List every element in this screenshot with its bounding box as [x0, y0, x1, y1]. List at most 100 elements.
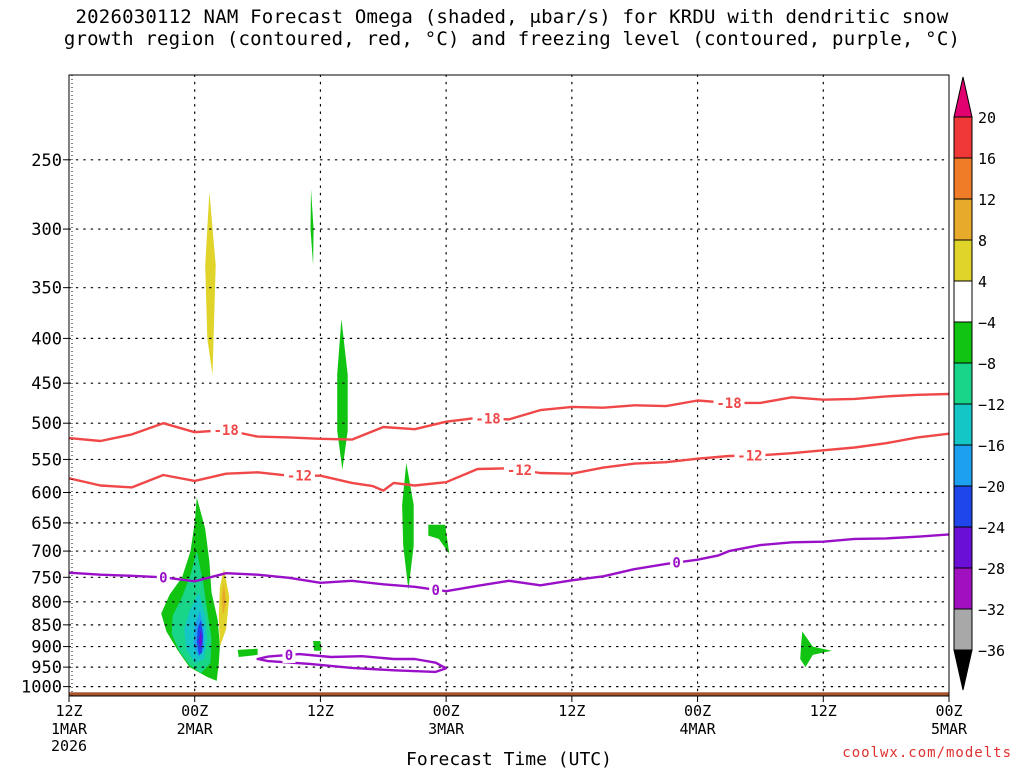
terrain-layer [69, 692, 949, 696]
plot-frame-layer [68, 74, 950, 697]
colorbar-segment-11 [953, 526, 973, 569]
colorbar-label-12: −32 [978, 601, 1005, 619]
lower-freezing-loop-label-0: 0 [285, 648, 293, 664]
dgz-lower-label-1: -12 [507, 463, 532, 479]
colorbar-segment-12 [953, 567, 973, 610]
omega-shading-layer [161, 189, 832, 681]
y-tick-label-750: 750 [31, 568, 62, 588]
freezing-level-label-bg-2 [670, 554, 684, 571]
freezing-level-label-1: 0 [431, 583, 439, 599]
y-tick-label-500: 500 [31, 414, 62, 434]
lower-freezing-loop-label-bg-0 [282, 646, 296, 663]
x-tick-label1-24: 12Z [307, 702, 334, 720]
low-ascent-spot-1 [237, 648, 258, 657]
x-tick-label2-84: 5MAR [931, 720, 968, 738]
colorbar-segment-10 [953, 485, 973, 528]
y-tick-label-850: 850 [31, 616, 62, 636]
x-tick-label3-0: 2026 [51, 737, 87, 755]
y-tick-label-900: 900 [31, 638, 62, 658]
colorbar-label-3: 8 [978, 232, 987, 250]
colorbar-label-6: −8 [978, 355, 996, 373]
dgz-lower-line [69, 432, 949, 492]
colorbar-segment-4 [953, 239, 973, 282]
x-tick-label1-72: 12Z [810, 702, 837, 720]
freezing-level-line [69, 533, 949, 593]
contour-layer: -18 -18 -18 -12 -12 -12 0 0 0 0 [69, 392, 949, 674]
y-tick-label-700: 700 [31, 542, 62, 562]
colorbar-label-10: −24 [978, 519, 1005, 537]
dgz-upper-label-1: -18 [475, 411, 500, 427]
colorbar-label-2: 12 [978, 191, 996, 209]
y-tick-label-250: 250 [31, 151, 62, 171]
colorbar-segment-13 [953, 608, 973, 651]
dgz-upper-label-0: -18 [213, 423, 238, 439]
colorbar-label-0: 20 [978, 109, 996, 127]
colorbar-segment-7 [953, 362, 973, 405]
weak-sinking-core [222, 582, 227, 616]
dgz-lower-label-0: -12 [287, 469, 312, 485]
colorbar-segment-3 [953, 198, 973, 241]
x-tick-label1-84: 00Z [935, 702, 962, 720]
freezing-level-label-bg-1 [429, 581, 443, 598]
y-tick-label-600: 600 [31, 483, 62, 503]
colorbar-segment-8 [953, 403, 973, 446]
upper-ascent-streak [310, 189, 314, 266]
x-tick-label2-12: 2MAR [177, 720, 214, 738]
colorbar-segment-1 [953, 116, 973, 159]
freezing-level-label-2: 0 [672, 555, 680, 571]
x-tick-label1-36: 00Z [433, 702, 460, 720]
dgz-lower-label-bg-1 [503, 461, 535, 478]
dgz-lower-label-bg-0 [283, 467, 315, 484]
y-tick-label-350: 350 [31, 279, 62, 299]
dgz-lower-label-2: -12 [737, 448, 762, 464]
dgz-upper-label-bg-0 [210, 421, 242, 438]
dgz-upper-label-bg-1 [472, 410, 504, 427]
site-credit: coolwx.com/modelts [842, 745, 1012, 761]
y-tick-label-800: 800 [31, 593, 62, 613]
x-axis-label: Forecast Time (UTC) [406, 749, 612, 768]
y-tick-label-950: 950 [31, 658, 62, 678]
x-tick-label2-36: 3MAR [428, 720, 465, 738]
colorbar-label-4: 4 [978, 273, 987, 291]
y-tick-label-650: 650 [31, 514, 62, 534]
colorbar: 20 16 12 8 4 −4 −8 −12 −16 −20 −24 −28 −32 −36 [953, 76, 1005, 691]
chart-title-line-2: growth region (contoured, red, °C) and f… [63, 28, 961, 50]
freezing-level-label-bg-0 [156, 569, 170, 586]
chart-title: 2026030112 NAM Forecast Omega (shaded, μ… [0, 6, 1024, 50]
x-tick-label2-0: 1MAR [51, 720, 88, 738]
chart-title-line-1: 2026030112 NAM Forecast Omega (shaded, μ… [75, 6, 949, 28]
colorbar-label-11: −28 [978, 560, 1005, 578]
colorbar-label-5: −4 [978, 314, 996, 332]
plot-frame [68, 74, 950, 697]
dgz-lower-label-bg-2 [734, 447, 766, 464]
colorbar-label-13: −36 [978, 642, 1005, 660]
y-tick-label-300: 300 [31, 220, 62, 240]
y-tick-label-550: 550 [31, 450, 62, 470]
dgz-upper-line [69, 392, 949, 443]
colorbar-label-1: 16 [978, 150, 996, 168]
lower-freezing-loop-line [256, 652, 448, 674]
x-tick-label2-60: 4MAR [680, 720, 717, 738]
midlevel-ascent-streak-2 [402, 462, 414, 590]
midlevel-ascent-patch [428, 524, 450, 554]
colorbar-segment-6 [953, 321, 973, 364]
grid-layer [68, 74, 950, 697]
x-tick-label1-60: 00Z [684, 702, 711, 720]
dgz-upper-label-2: -18 [716, 396, 741, 412]
y-tick-label-450: 450 [31, 374, 62, 394]
colorbar-segment-5 [953, 280, 973, 323]
y-tick-label-1000: 1000 [21, 678, 62, 698]
colorbar-segment-0 [953, 76, 973, 118]
east-ascent-area [800, 631, 832, 668]
colorbar-label-7: −12 [978, 396, 1005, 414]
x-tick-label1-48: 12Z [558, 702, 585, 720]
dgz-upper-label-bg-2 [713, 394, 745, 411]
colorbar-label-9: −20 [978, 478, 1005, 496]
weak-sinking-1 [205, 191, 216, 375]
freezing-level-label-0: 0 [159, 570, 167, 586]
y-tick-label-400: 400 [31, 329, 62, 349]
x-tick-label1-12: 00Z [181, 702, 208, 720]
y-axis: 2503003504004505005506006507007508008509… [21, 151, 69, 698]
